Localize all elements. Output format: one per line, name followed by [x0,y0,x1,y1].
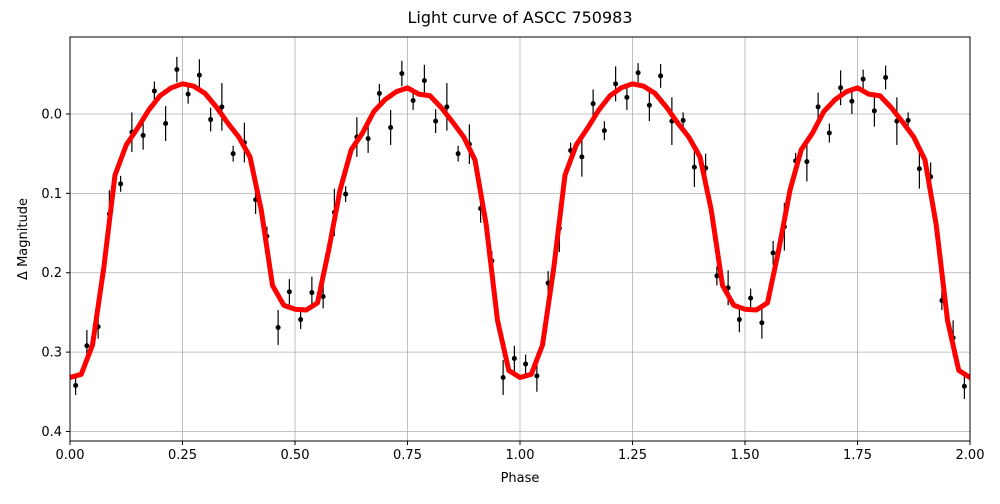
x-tick-label: 1.75 [843,448,872,463]
x-tick-label: 0.50 [281,448,310,463]
data-point [613,81,619,87]
data-point [399,71,405,77]
x-tick-label: 2.00 [956,448,985,463]
x-tick-label: 0.75 [393,448,422,463]
data-point [500,375,506,381]
x-tick-label: 1.50 [731,448,760,463]
data-point [298,317,304,323]
data-point [590,101,596,107]
x-tick-label: 1.00 [506,448,535,463]
data-point [815,104,821,110]
data-point [365,136,371,142]
data-point [275,324,281,330]
plot-area [70,56,970,399]
data-point [151,88,157,94]
data-point [770,250,776,256]
data-point [343,191,349,197]
data-point [388,124,394,130]
data-point [905,117,911,123]
data-point [433,118,439,124]
data-point [455,151,461,157]
ticks: 0.00 0.25 0.50 0.75 1.00 1.25 1.50 1.75 2.00 0.0 0… [41,107,984,463]
y-tick-label: 0.3 [41,346,62,361]
data-point [804,159,810,165]
data-point [601,128,607,134]
data-point [421,78,427,84]
data-point [230,151,236,157]
data-point [174,67,180,73]
y-tick-label: 0.1 [41,187,62,202]
x-axis-label: Phase [501,471,540,486]
data-point [523,361,529,367]
data-point [748,295,754,301]
data-point [376,90,382,96]
data-point [320,294,326,300]
binned-curve [70,81,970,381]
data-point [691,164,697,170]
data-point [838,85,844,91]
data-point [444,104,450,110]
data-point [714,273,720,279]
data-point [871,108,877,114]
data-point [658,73,664,79]
data-point [286,289,292,295]
data-point [73,382,79,388]
data-point [736,317,742,323]
data-point [84,343,90,349]
data-point [849,98,855,104]
data-point [646,102,652,108]
data-point [410,97,416,103]
data-point [511,355,517,361]
x-tick-label: 0.00 [56,448,85,463]
data-point [118,181,124,187]
data-point [961,383,967,389]
data-point [916,166,922,172]
data-point [208,117,214,123]
data-point [185,91,191,97]
data-point [826,130,832,136]
data-point [680,117,686,123]
data-point [140,132,146,138]
chart-title: Light curve of ASCC 750983 [407,8,632,27]
data-point [196,72,202,78]
data-point [219,104,225,110]
data-point [759,320,765,326]
data-point [579,154,585,160]
y-axis-label: Δ Magnitude [16,198,31,280]
data-point [309,290,315,296]
data-point [860,76,866,82]
x-tick-label: 1.25 [618,448,647,463]
data-point [534,373,540,379]
y-tick-label: 0.0 [41,107,62,122]
data-point [883,74,889,80]
data-point [635,70,641,76]
x-tick-label: 0.25 [168,448,197,463]
y-tick-label: 0.4 [41,425,62,440]
y-tick-label: 0.2 [41,266,62,281]
data-point [163,121,169,127]
data-point [624,94,630,100]
